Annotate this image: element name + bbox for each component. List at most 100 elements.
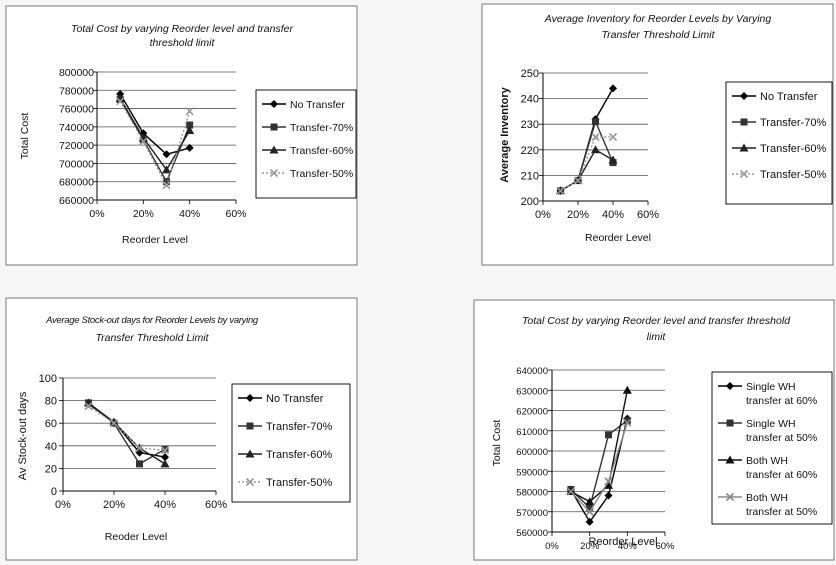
y-tick-label: 760000 [59, 104, 94, 116]
data-point-x [160, 446, 170, 455]
legend-label: transfer at 50% [746, 432, 817, 444]
data-point-diamond [162, 150, 171, 159]
legend-marker-triangle [739, 143, 749, 152]
data-point-triangle [604, 480, 613, 489]
series-line [570, 418, 628, 524]
y-tick-label: 40 [45, 441, 57, 453]
data-point-triangle [109, 417, 119, 426]
data-point-x [162, 181, 171, 190]
x-tick-label: 60% [205, 499, 227, 511]
x-axis-label: Reoder Level [105, 531, 167, 543]
y-tick-label: 720000 [59, 140, 94, 152]
y-tick-label: 210 [521, 170, 539, 182]
legend-label: Transfer-60% [266, 449, 332, 461]
data-point-x [585, 507, 594, 516]
data-point-x [139, 137, 148, 146]
legend-marker-x [725, 492, 735, 502]
series-line [119, 99, 191, 184]
chart-average-inventory: Average Inventory for Reorder Levels by … [481, 3, 834, 266]
chart-title-line-1: Average Stock-out days for Reorder Level… [45, 315, 259, 326]
y-tick-label: 630000 [516, 386, 548, 397]
data-point-square [163, 178, 170, 186]
legend-marker-square [270, 123, 278, 131]
data-point-x [608, 132, 618, 142]
chart-title-line-2: Transfer Threshold Limit [95, 332, 209, 344]
data-point-square [605, 431, 612, 439]
legend-marker-square [726, 419, 734, 427]
legend-box [255, 89, 357, 199]
chart-title-line-2: limit [647, 331, 667, 343]
data-point-triangle [162, 165, 171, 174]
x-tick-label: 0% [55, 499, 71, 511]
y-tick-label: 220 [521, 145, 539, 157]
data-point-triangle [591, 145, 600, 154]
y-tick-label: 740000 [59, 122, 94, 134]
chart-total-cost-warehouse: Total Cost by varying Reorder level and … [473, 299, 835, 561]
y-tick-label: 640000 [516, 366, 548, 377]
data-point-triangle [622, 385, 632, 394]
legend-marker-x [739, 169, 749, 179]
data-point-x [573, 176, 583, 185]
x-tick-label: 40% [618, 541, 638, 552]
legend-marker-diamond [726, 382, 734, 390]
y-tick-label: 700000 [59, 158, 94, 170]
legend-label: Both WH [746, 455, 788, 467]
legend-label: transfer at 60% [746, 469, 817, 481]
legend-marker-diamond [270, 100, 278, 108]
chart-title-line-2: Transfer Threshold Limit [601, 29, 715, 41]
y-tick-label: 620000 [516, 407, 548, 418]
data-point-triangle [608, 155, 618, 164]
data-point-x [116, 97, 125, 106]
legend-label: Transfer-50% [266, 477, 332, 489]
series-line [570, 420, 628, 510]
legend-label: Transfer-60% [290, 145, 353, 157]
data-point-x [556, 186, 565, 195]
y-tick-label: 250 [521, 68, 539, 80]
y-tick-label: 100 [39, 373, 57, 385]
y-tick-label: 80 [45, 396, 57, 408]
y-tick-label: 800000 [59, 67, 94, 79]
x-tick-label: 40% [179, 208, 200, 220]
legend-label: transfer at 60% [746, 395, 817, 407]
data-point-diamond [585, 517, 594, 526]
series-line [570, 390, 628, 503]
legend: No Transfer Transfer-70% Transfer-60% Trans… [231, 383, 351, 503]
x-axis-label: Reorder Level [585, 232, 651, 244]
chart-title-line-2: threshold limit [150, 37, 216, 49]
y-tick-label: 240 [521, 94, 539, 106]
series-line [570, 422, 628, 513]
data-point-square [136, 460, 143, 468]
legend-label: Transfer-50% [290, 168, 353, 180]
data-point-diamond [609, 84, 617, 93]
series-line [560, 148, 614, 192]
chart-title-line-1: Total Cost by varying Reorder level and … [71, 23, 293, 35]
data-point-x [135, 443, 144, 453]
y-tick-label: 610000 [516, 427, 548, 438]
data-point-diamond [161, 453, 169, 462]
data-point-triangle [160, 459, 170, 468]
y-tick-label: 0 [51, 486, 57, 498]
chart-stockout-days: Average Stock-out days for Reorder Level… [5, 297, 358, 561]
x-tick-label: 0% [535, 209, 551, 221]
legend-marker-square [740, 118, 748, 126]
data-point-x [566, 487, 575, 496]
data-point-triangle [585, 497, 595, 506]
y-tick-label: 230 [521, 119, 539, 131]
legend-label: Single WH [746, 418, 796, 430]
legend-marker-x [269, 168, 279, 178]
y-tick-label: 660000 [59, 195, 94, 207]
data-point-square [586, 504, 594, 512]
x-tick-label: 60% [655, 541, 675, 552]
data-point-square [592, 118, 599, 126]
y-axis-label: Total Cost [491, 420, 503, 467]
legend-label: Transfer-50% [760, 169, 826, 181]
data-point-x [604, 477, 613, 486]
x-tick-label: 20% [567, 209, 589, 221]
x-axis-label: Reorder Level [122, 234, 188, 246]
y-tick-label: 780000 [59, 85, 94, 97]
legend-marker-square [246, 422, 254, 430]
legend-marker-diamond [246, 394, 254, 402]
legend: No Transfer Transfer-70% Transfer-60% Trans… [255, 89, 357, 199]
x-tick-label: 0% [89, 208, 104, 220]
